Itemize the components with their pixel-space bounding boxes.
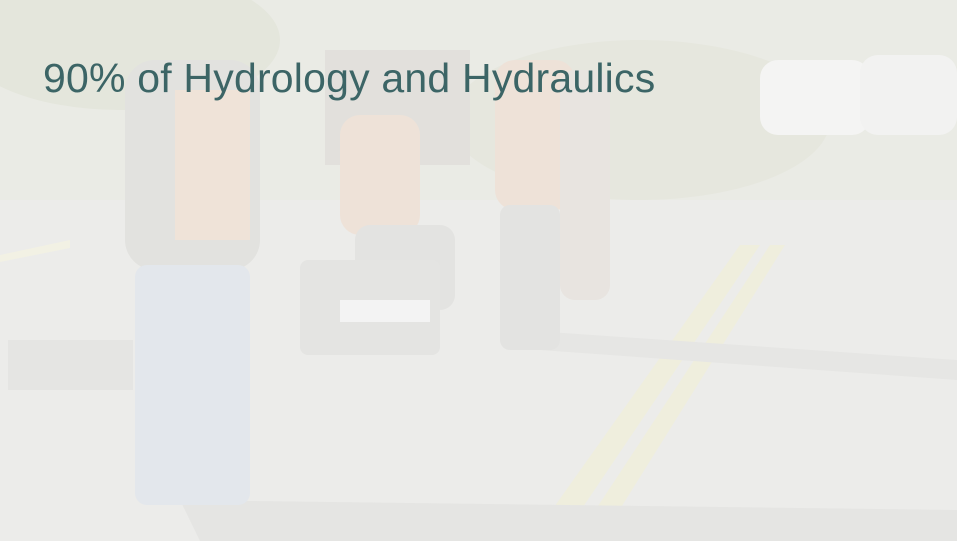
bg-person <box>560 70 610 300</box>
bg-car <box>860 55 957 135</box>
slide: 90% of Hydrology and Hydraulics <box>0 0 957 541</box>
bg-vest <box>175 90 250 240</box>
bg-person <box>340 115 420 235</box>
bg-paper <box>340 300 430 322</box>
slide-title: 90% of Hydrology and Hydraulics <box>43 55 655 102</box>
bg-car <box>760 60 870 135</box>
bg-case <box>8 340 133 390</box>
bg-person <box>500 205 560 350</box>
bg-jeans <box>135 265 250 505</box>
